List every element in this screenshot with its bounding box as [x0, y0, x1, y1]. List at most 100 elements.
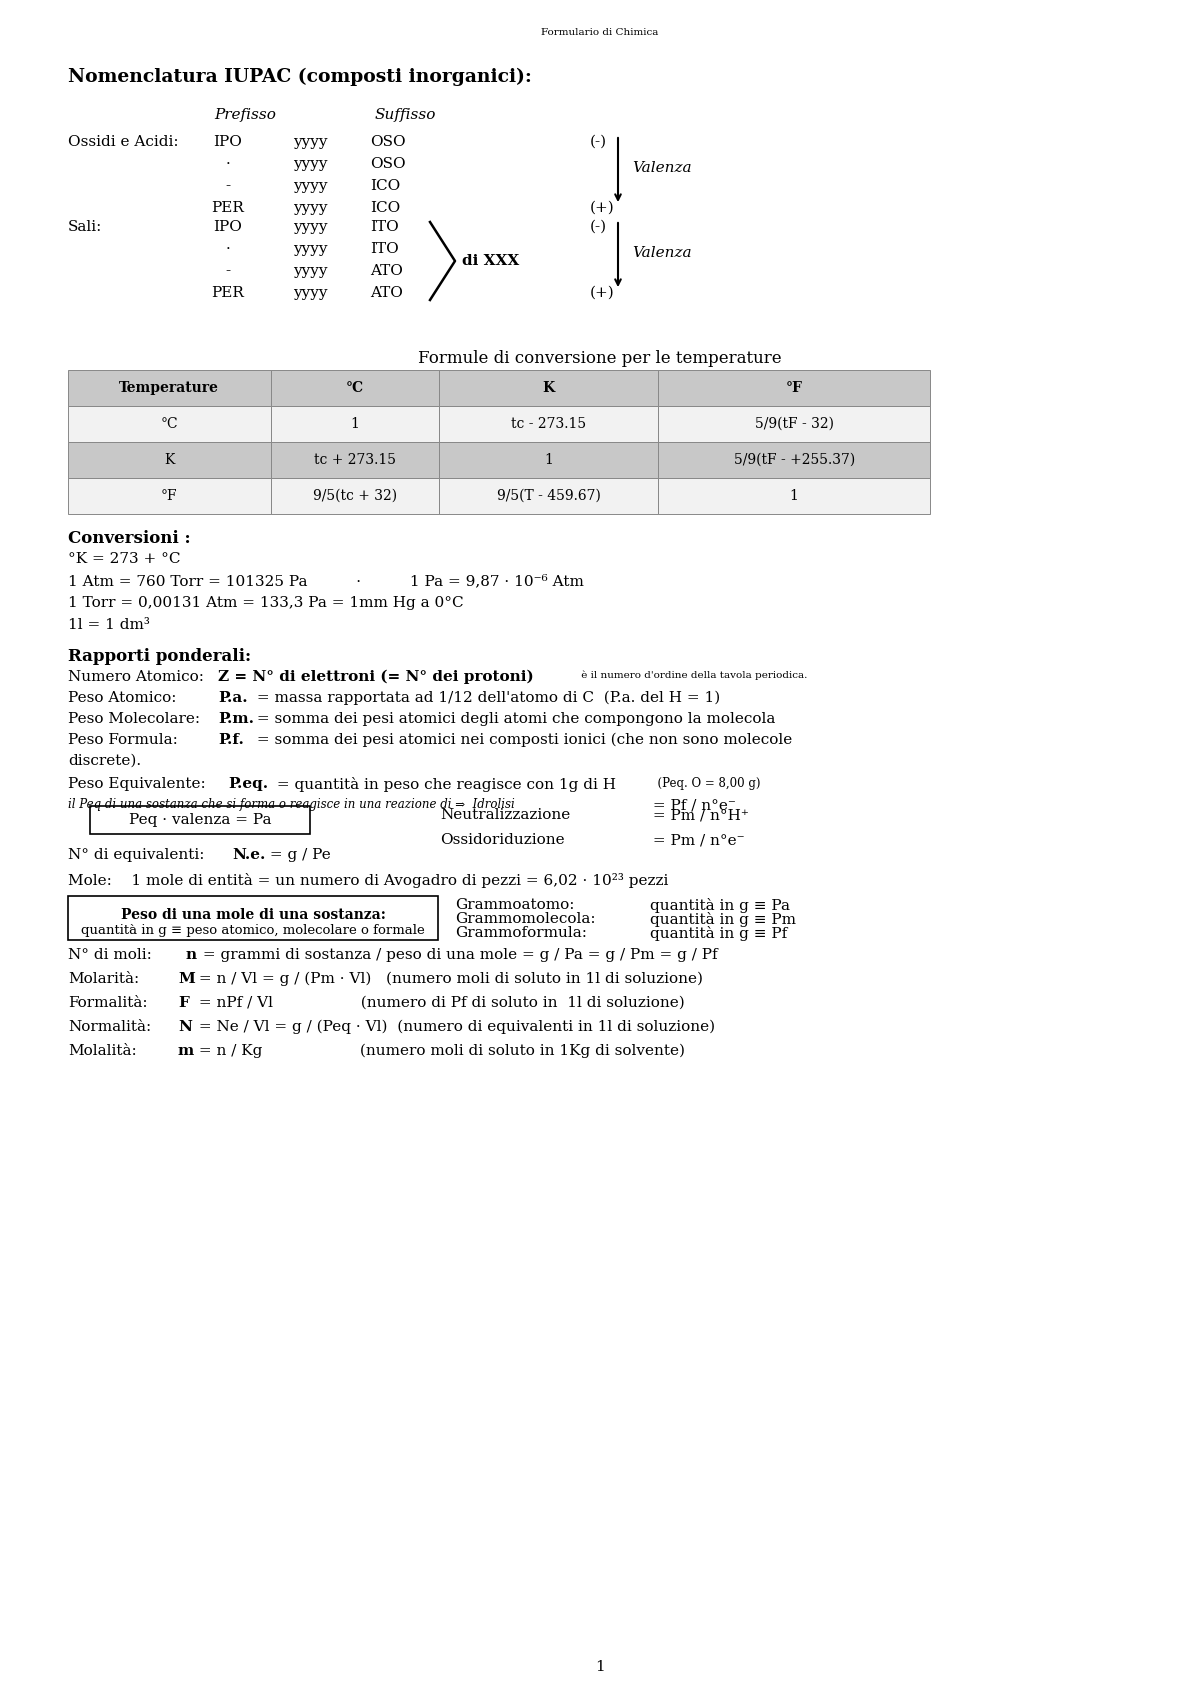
Text: Neutralizzazione: Neutralizzazione — [440, 808, 570, 822]
Text: Normalità:: Normalità: — [68, 1020, 151, 1034]
Text: °F: °F — [786, 380, 803, 396]
Text: Prefisso: Prefisso — [214, 109, 276, 122]
Text: Peso Equivalente:: Peso Equivalente: — [68, 778, 205, 791]
Text: 9/5(tc + 32): 9/5(tc + 32) — [312, 489, 397, 503]
Bar — [68, 370, 270, 406]
Text: = n / Vl = g / (Pm · Vl)   (numero moli di soluto in 1l di soluzione): = n / Vl = g / (Pm · Vl) (numero moli di… — [194, 971, 703, 987]
Text: 5/9(tF - 32): 5/9(tF - 32) — [755, 418, 834, 431]
Text: OSO: OSO — [370, 156, 406, 171]
Text: il Peq di una sostanza che si forma o reagisce in una reazione di ⇒  Idrolisi: il Peq di una sostanza che si forma o re… — [68, 798, 515, 812]
Text: ATO: ATO — [370, 285, 403, 301]
Text: Grammoatomo:: Grammoatomo: — [455, 898, 575, 912]
Text: ATO: ATO — [370, 263, 403, 278]
Text: n: n — [185, 947, 196, 963]
Text: = somma dei pesi atomici nei composti ionici (che non sono molecole: = somma dei pesi atomici nei composti io… — [252, 734, 792, 747]
Text: F: F — [178, 997, 188, 1010]
Text: (-): (-) — [590, 221, 607, 234]
Bar — [439, 406, 659, 441]
Text: quantità in g ≡ Pa: quantità in g ≡ Pa — [650, 898, 790, 914]
Text: °K = 273 + °C: °K = 273 + °C — [68, 552, 180, 565]
Text: = Ne / Vl = g / (Peq · Vl)  (numero di equivalenti in 1l di soluzione): = Ne / Vl = g / (Peq · Vl) (numero di eq… — [194, 1020, 715, 1034]
Bar — [270, 441, 439, 479]
Text: (+): (+) — [590, 200, 614, 216]
Bar — [270, 406, 439, 441]
Text: Valenza: Valenza — [632, 161, 691, 175]
Text: 1: 1 — [790, 489, 799, 503]
Text: = Pm / n°H⁺: = Pm / n°H⁺ — [648, 808, 749, 822]
Text: ICO: ICO — [370, 200, 401, 216]
Text: Ossidi e Acidi:: Ossidi e Acidi: — [68, 136, 179, 149]
Text: Molalità:: Molalità: — [68, 1044, 137, 1058]
Text: Peso Formula:: Peso Formula: — [68, 734, 178, 747]
Text: Peso Molecolare:: Peso Molecolare: — [68, 711, 200, 727]
Text: = Pf / n°e⁻: = Pf / n°e⁻ — [648, 798, 736, 812]
Text: Grammoformula:: Grammoformula: — [455, 925, 587, 941]
Text: Valenza: Valenza — [632, 246, 691, 260]
Text: Ossidoriduzione: Ossidoriduzione — [440, 834, 565, 847]
Bar — [439, 441, 659, 479]
Text: yyyy: yyyy — [293, 178, 328, 194]
Bar — [659, 406, 930, 441]
Text: 9/5(T - 459.67): 9/5(T - 459.67) — [497, 489, 600, 503]
Text: Mole:    1 mole di entità = un numero di Avogadro di pezzi = 6,02 · 10²³ pezzi: Mole: 1 mole di entità = un numero di Av… — [68, 873, 668, 888]
Text: PER: PER — [211, 200, 245, 216]
Text: IPO: IPO — [214, 136, 242, 149]
Text: P.eq.: P.eq. — [228, 778, 268, 791]
Text: 1 Torr = 0,00131 Atm = 133,3 Pa = 1mm Hg a 0°C: 1 Torr = 0,00131 Atm = 133,3 Pa = 1mm Hg… — [68, 596, 463, 610]
Text: = nPf / Vl                  (numero di Pf di soluto in  1l di soluzione): = nPf / Vl (numero di Pf di soluto in 1l… — [194, 997, 685, 1010]
Text: Grammomolecola:: Grammomolecola: — [455, 912, 595, 925]
Text: = Pm / n°e⁻: = Pm / n°e⁻ — [648, 834, 745, 847]
Text: quantità in g ≡ Pf: quantità in g ≡ Pf — [650, 925, 787, 941]
Text: = grammi di sostanza / peso di una mole = g / Pa = g / Pm = g / Pf: = grammi di sostanza / peso di una mole … — [198, 947, 718, 963]
Text: OSO: OSO — [370, 136, 406, 149]
Text: (Peq. O = 8,00 g): (Peq. O = 8,00 g) — [650, 778, 761, 790]
Text: Peso di una mole di una sostanza:: Peso di una mole di una sostanza: — [120, 908, 385, 922]
Text: °C: °C — [161, 418, 178, 431]
Text: (+): (+) — [590, 285, 614, 301]
Text: tc + 273.15: tc + 273.15 — [313, 453, 396, 467]
Text: ITO: ITO — [370, 221, 398, 234]
Text: M: M — [178, 971, 194, 987]
Bar — [68, 441, 270, 479]
Text: ·: · — [226, 243, 230, 256]
Text: 1: 1 — [350, 418, 359, 431]
Text: 1 Atm = 760 Torr = 101325 Pa          ·          1 Pa = 9,87 · 10⁻⁶ Atm: 1 Atm = 760 Torr = 101325 Pa · 1 Pa = 9,… — [68, 574, 584, 588]
Text: P.m.: P.m. — [218, 711, 254, 727]
Text: è il numero d'ordine della tavola periodica.: è il numero d'ordine della tavola period… — [578, 671, 808, 679]
Text: discrete).: discrete). — [68, 754, 142, 767]
Text: ·: · — [226, 156, 230, 171]
Text: Conversioni :: Conversioni : — [68, 530, 191, 547]
Bar — [659, 479, 930, 514]
Text: Peso Atomico:: Peso Atomico: — [68, 691, 176, 705]
Bar — [270, 479, 439, 514]
Bar — [68, 897, 438, 941]
Text: N: N — [178, 1020, 192, 1034]
Bar — [439, 370, 659, 406]
Text: Numero Atomico:: Numero Atomico: — [68, 671, 204, 684]
Text: Formule di conversione per le temperature: Formule di conversione per le temperatur… — [418, 350, 782, 367]
Text: yyyy: yyyy — [293, 285, 328, 301]
Text: P.a.: P.a. — [218, 691, 247, 705]
Text: ICO: ICO — [370, 178, 401, 194]
Bar — [90, 807, 310, 834]
Text: K: K — [542, 380, 554, 396]
Text: IPO: IPO — [214, 221, 242, 234]
Text: 1l = 1 dm³: 1l = 1 dm³ — [68, 618, 150, 632]
Text: Formulario di Chimica: Formulario di Chimica — [541, 27, 659, 37]
Text: K: K — [164, 453, 174, 467]
Text: Rapporti ponderali:: Rapporti ponderali: — [68, 649, 251, 666]
Text: = quantità in peso che reagisce con 1g di H: = quantità in peso che reagisce con 1g d… — [272, 778, 616, 791]
Bar — [68, 479, 270, 514]
Text: 1: 1 — [544, 453, 553, 467]
Text: = n / Kg                    (numero moli di soluto in 1Kg di solvente): = n / Kg (numero moli di soluto in 1Kg d… — [194, 1044, 685, 1058]
Text: yyyy: yyyy — [293, 156, 328, 171]
Text: Temperature: Temperature — [119, 380, 220, 396]
Text: P.f.: P.f. — [218, 734, 244, 747]
Text: °F: °F — [161, 489, 178, 503]
Text: yyyy: yyyy — [293, 200, 328, 216]
Text: N.e.: N.e. — [232, 847, 265, 863]
Text: ITO: ITO — [370, 243, 398, 256]
Text: °C: °C — [346, 380, 364, 396]
Text: Nomenclatura IUPAC (composti inorganici):: Nomenclatura IUPAC (composti inorganici)… — [68, 68, 532, 87]
Bar — [659, 441, 930, 479]
